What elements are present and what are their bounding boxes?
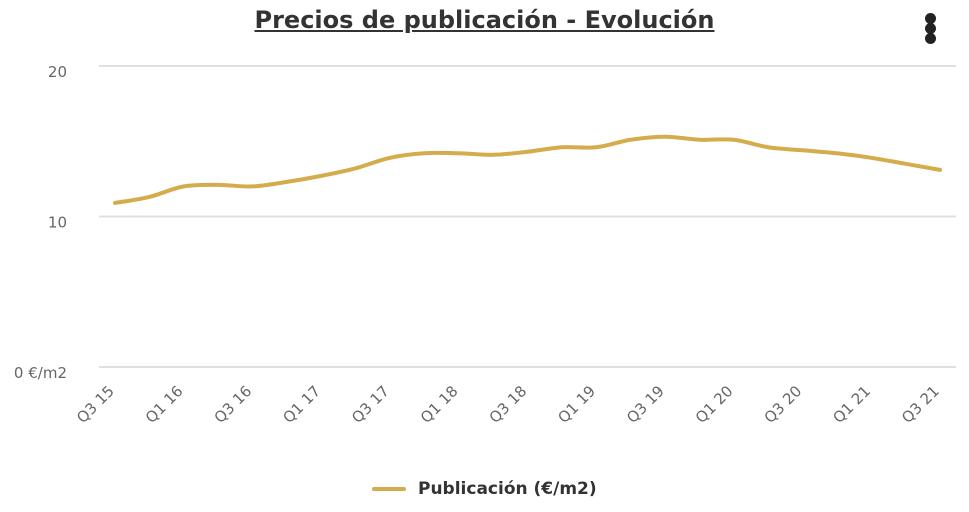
data-point[interactable]: [663, 135, 667, 139]
legend-item[interactable]: Publicación (€/m2): [372, 477, 597, 501]
data-point[interactable]: [835, 151, 839, 155]
legend-swatch: [372, 487, 406, 491]
x-tick-label: Q1 21: [829, 382, 874, 427]
y-tick-label: 10: [48, 214, 67, 232]
legend-label: Publicación (€/m2): [418, 479, 597, 499]
x-tick-label: Q1 18: [417, 382, 462, 427]
data-point[interactable]: [526, 150, 530, 154]
data-point[interactable]: [285, 180, 289, 184]
x-tick-label: Q3 21: [898, 382, 943, 427]
data-point[interactable]: [697, 138, 701, 142]
x-tick-label: Q3 18: [486, 382, 531, 427]
data-point[interactable]: [251, 184, 255, 188]
data-point[interactable]: [766, 145, 770, 149]
data-point[interactable]: [216, 183, 220, 187]
x-tick-label: Q3 19: [623, 382, 668, 427]
data-point[interactable]: [629, 138, 633, 142]
data-point[interactable]: [147, 195, 151, 199]
data-point[interactable]: [319, 174, 323, 178]
data-point[interactable]: [560, 145, 564, 149]
chart-title: Precios de publicación - Evolución: [254, 6, 715, 34]
x-tick-label: Q3 15: [73, 382, 118, 427]
data-point[interactable]: [113, 201, 117, 205]
data-point[interactable]: [422, 151, 426, 155]
data-point[interactable]: [354, 166, 358, 170]
y-tick-label: 20: [48, 63, 67, 81]
data-point[interactable]: [182, 184, 186, 188]
x-tick-label: Q1 17: [279, 382, 324, 427]
x-tick-label: Q3 20: [761, 382, 806, 427]
menu-dots-icon[interactable]: [917, 10, 945, 46]
data-point[interactable]: [491, 153, 495, 157]
data-point[interactable]: [904, 162, 908, 166]
line-chart: 0 €/m2 10 20 Q3 15 Q1 16 Q3 16 Q1 17 Q3 17 Q1 18…: [14, 63, 956, 427]
data-point[interactable]: [457, 151, 461, 155]
y-tick-label: 0 €/m2: [14, 364, 67, 382]
x-tick-label: Q1 19: [554, 382, 599, 427]
data-point[interactable]: [732, 138, 736, 142]
x-tick-label: Q3 16: [211, 382, 256, 427]
x-tick-label: Q3 17: [348, 382, 393, 427]
x-tick-label: Q1 16: [142, 382, 187, 427]
data-point[interactable]: [388, 156, 392, 160]
data-point[interactable]: [869, 156, 873, 160]
data-point[interactable]: [938, 168, 942, 172]
x-tick-label: Q1 20: [692, 382, 737, 427]
series-line[interactable]: [113, 134, 942, 205]
data-point[interactable]: [594, 145, 598, 149]
data-point[interactable]: [801, 148, 805, 152]
